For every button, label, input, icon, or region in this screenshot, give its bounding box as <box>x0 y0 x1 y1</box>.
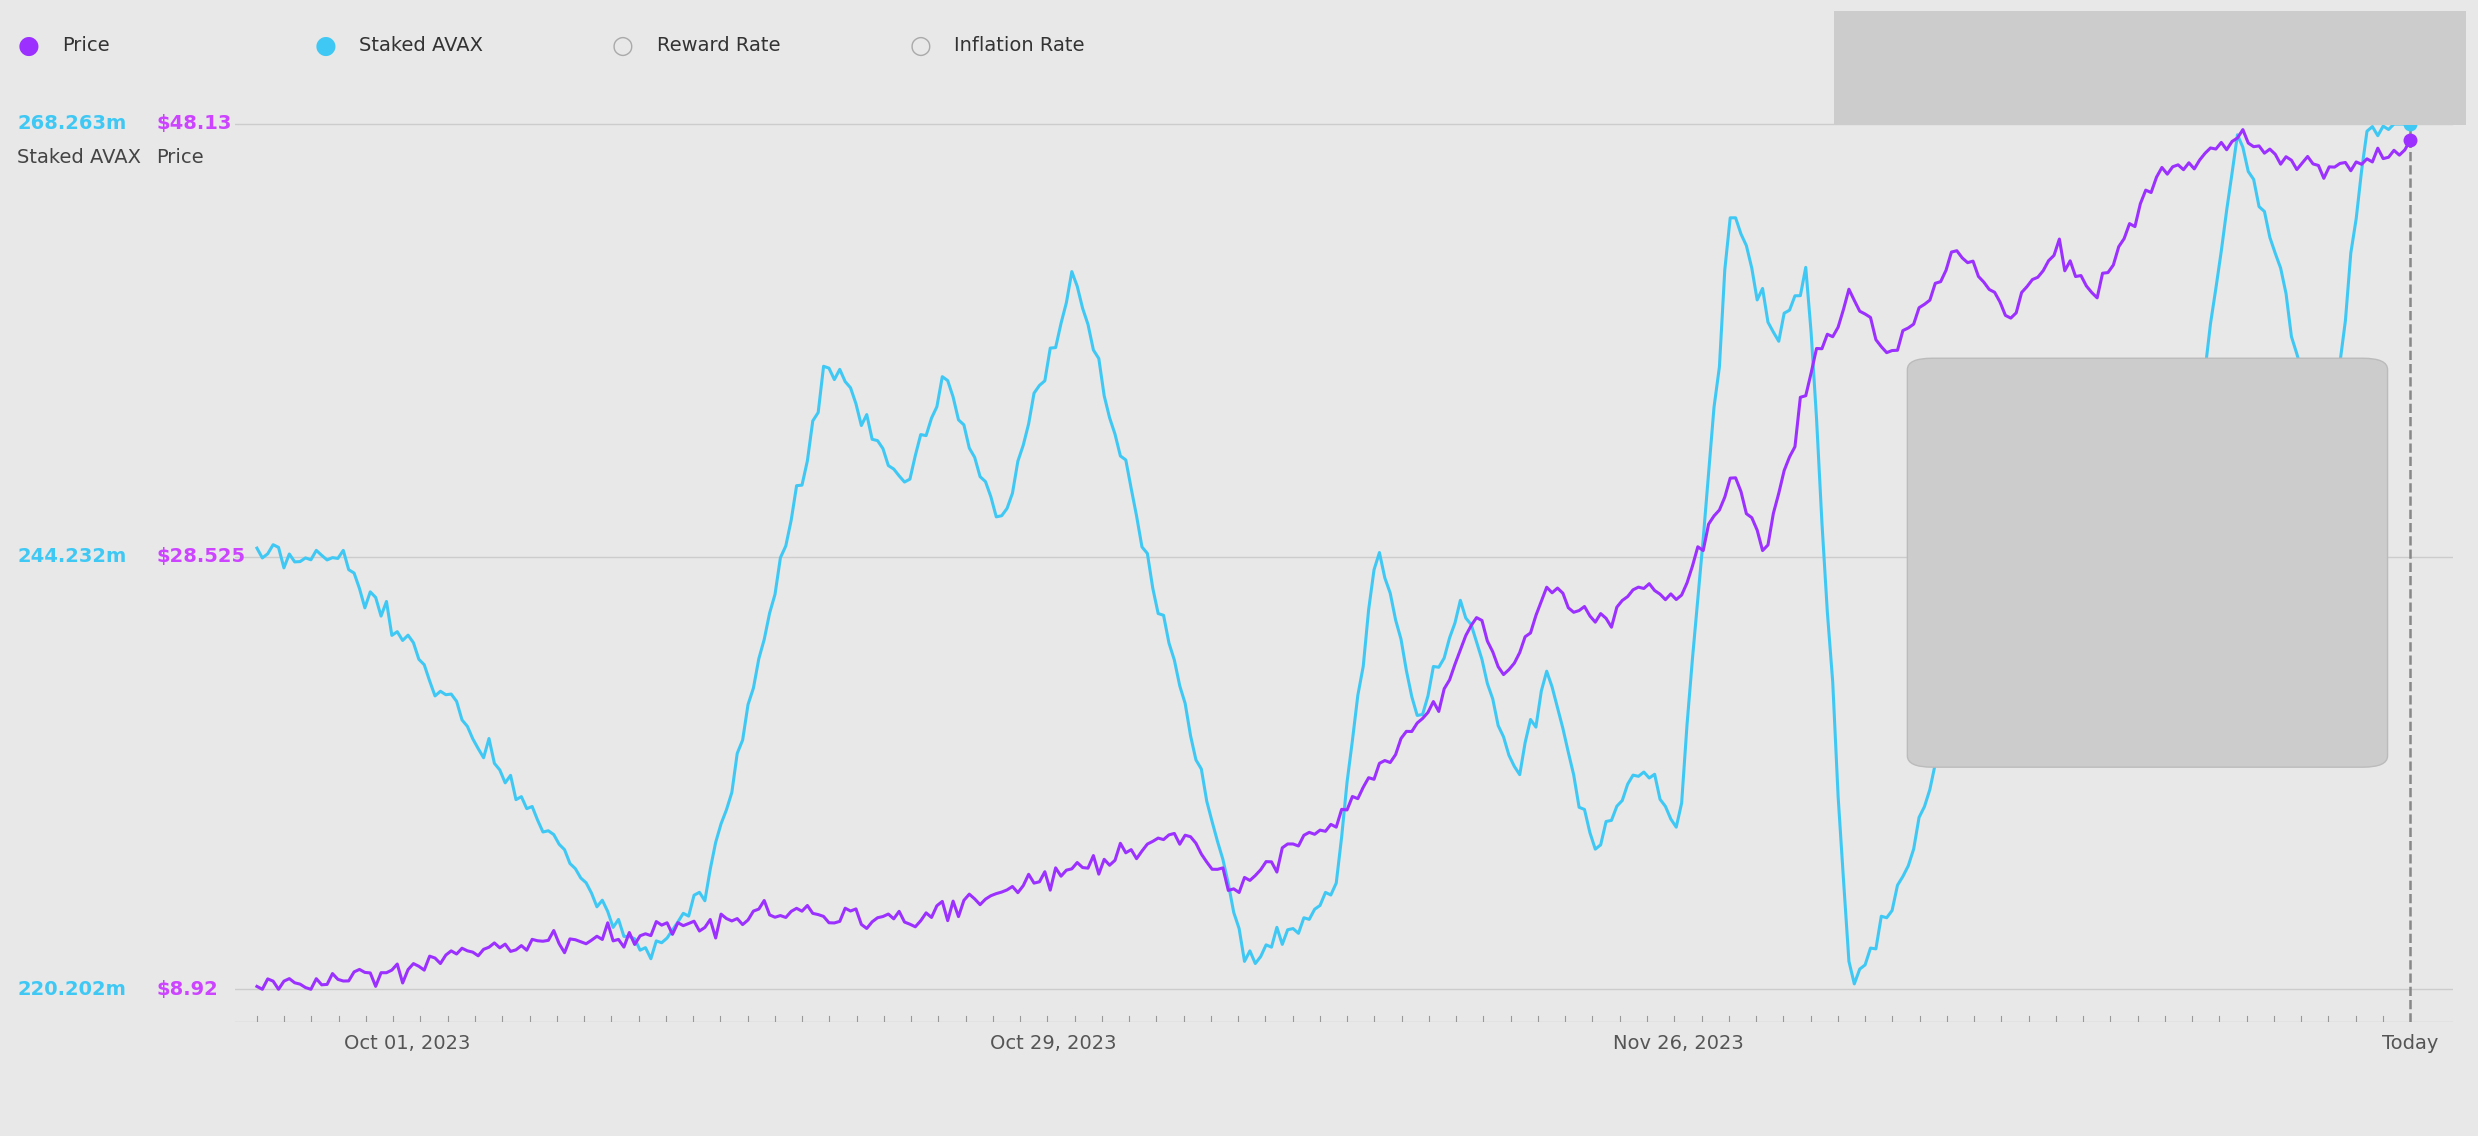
Text: 220.202m: 220.202m <box>17 979 126 999</box>
Text: $8.92: $8.92 <box>156 979 218 999</box>
Text: $48.13: $48.13 <box>156 115 230 134</box>
Text: Staked AVAX: Staked AVAX <box>17 148 141 167</box>
Text: Price:: Price: <box>2010 591 2059 609</box>
Text: Inflation Rate: Inflation Rate <box>954 36 1085 55</box>
Text: ○: ○ <box>909 33 932 58</box>
Text: Staked AVAX:: Staked AVAX: <box>2010 477 2129 495</box>
Text: ●: ● <box>1965 477 1982 496</box>
Text: ●: ● <box>17 33 40 58</box>
Text: Staked AVAX: Staked AVAX <box>359 36 483 55</box>
Text: Price: Price <box>156 148 203 167</box>
Text: 244.232m: 244.232m <box>17 548 126 566</box>
Text: $28.525: $28.525 <box>156 548 245 566</box>
Text: ●: ● <box>1965 591 1982 610</box>
Text: $47.39: $47.39 <box>1965 645 2049 666</box>
Text: ○: ○ <box>612 33 634 58</box>
Text: ●: ● <box>315 33 337 58</box>
Text: 268.26m: 268.26m <box>1965 532 2074 552</box>
Text: Price: Price <box>62 36 109 55</box>
Text: Reward Rate: Reward Rate <box>657 36 781 55</box>
Text: 268.263m: 268.263m <box>17 115 126 134</box>
Text: Today: Today <box>1965 409 2037 429</box>
